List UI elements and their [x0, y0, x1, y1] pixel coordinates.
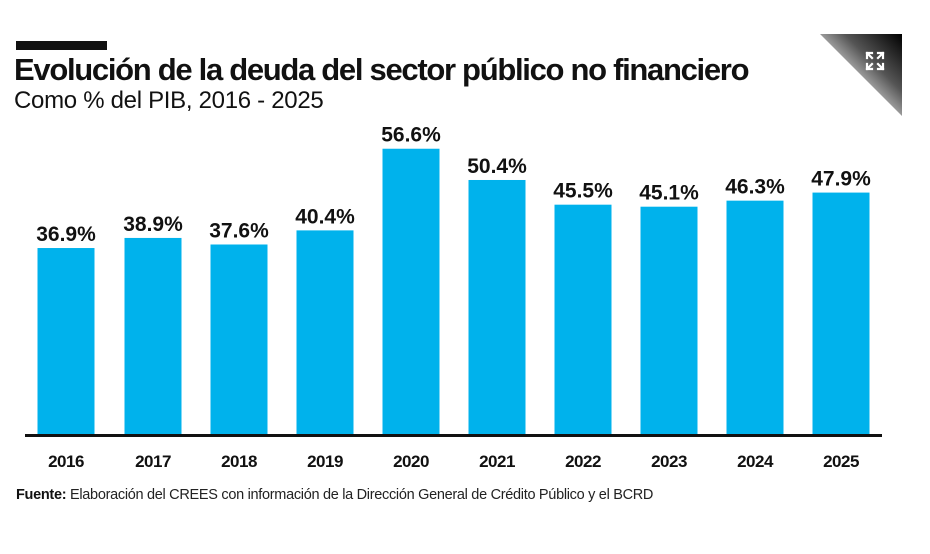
x-tick-2017: 2017	[135, 452, 171, 471]
value-label-2016: 36.9%	[36, 223, 96, 246]
value-label-2024: 46.3%	[725, 176, 785, 199]
value-label-2020: 56.6%	[381, 124, 441, 147]
bar-2022	[554, 204, 612, 434]
bar-2023	[640, 206, 698, 434]
source-label: Fuente:	[16, 487, 67, 503]
bar-2025	[812, 192, 870, 434]
bar-2016	[37, 248, 95, 434]
x-tick-2019: 2019	[307, 452, 343, 471]
chart-title: Evolución de la deuda del sector público…	[14, 52, 750, 87]
bar-2019	[296, 230, 354, 434]
x-tick-2016: 2016	[48, 452, 84, 471]
value-label-2021: 50.4%	[467, 155, 527, 178]
value-labels-group: 36.9% 38.9% 37.6% 40.4% 56.6% 50.4% 45.5% 45.1%…	[36, 124, 871, 246]
bar-2024	[726, 200, 784, 434]
x-tick-2020: 2020	[393, 452, 429, 471]
chart-subtitle: Como % del PIB, 2016 - 2025	[14, 87, 324, 114]
value-label-2022: 45.5%	[553, 180, 613, 203]
source-note: Fuente: Elaboración del CREES con inform…	[16, 487, 653, 503]
x-tick-2025: 2025	[823, 452, 859, 471]
source-text: Elaboración del CREES con información de…	[70, 487, 654, 503]
bar-chart: 36.9% 38.9% 37.6% 40.4% 56.6% 50.4% 45.5% 45.1%…	[25, 124, 882, 471]
bars-group	[37, 148, 870, 434]
value-label-2023: 45.1%	[639, 182, 699, 205]
bar-2020	[382, 148, 440, 434]
x-tick-2022: 2022	[565, 452, 601, 471]
x-tick-2018: 2018	[221, 452, 257, 471]
bar-2017	[124, 237, 182, 434]
x-tick-2021: 2021	[479, 452, 515, 471]
value-label-2025: 47.9%	[811, 168, 871, 191]
bar-2018	[210, 244, 268, 434]
bar-2021	[468, 179, 526, 434]
title-accent-rule	[16, 41, 107, 50]
value-label-2019: 40.4%	[295, 205, 355, 228]
x-tick-2023: 2023	[651, 452, 687, 471]
value-label-2017: 38.9%	[123, 213, 183, 236]
x-tick-2024: 2024	[737, 452, 774, 471]
value-label-2018: 37.6%	[209, 219, 269, 242]
expand-arrows-icon	[865, 51, 885, 71]
expand-button[interactable]	[862, 48, 888, 74]
x-tick-labels-group: 2016 2017 2018 2019 2020 2021 2022 2023 2024 2025	[48, 452, 859, 471]
